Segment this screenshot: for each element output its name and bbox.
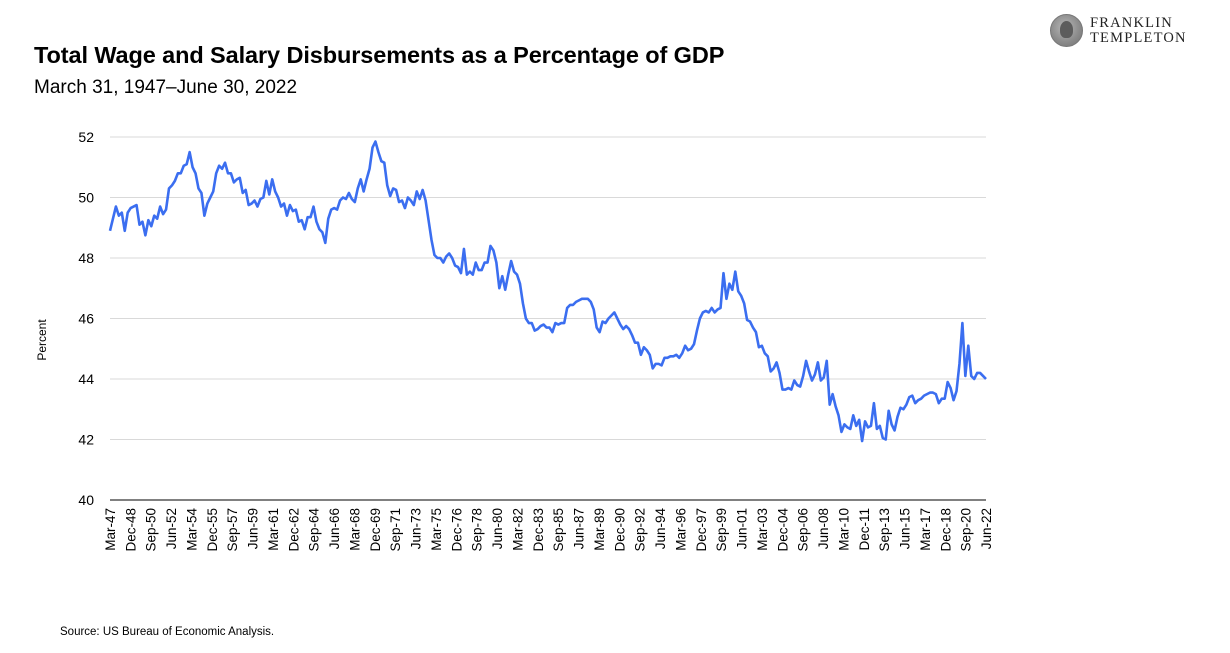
- gridlines: [110, 136, 986, 440]
- x-tick-label: Dec-55: [205, 508, 220, 552]
- x-tick-label: Mar-47: [103, 508, 118, 551]
- x-tick-label: Jun-94: [653, 508, 668, 550]
- x-tick-label: Sep-57: [225, 508, 240, 552]
- x-tick-label: Dec-76: [449, 508, 464, 552]
- source-note: Source: US Bureau of Economic Analysis.: [60, 626, 275, 638]
- x-tick-label: Jun-80: [490, 508, 505, 549]
- series-layer: [108, 140, 987, 443]
- x-tick-label: Mar-75: [429, 508, 444, 551]
- x-tick-label: Dec-83: [531, 508, 546, 552]
- x-tick-label: Mar-61: [266, 508, 281, 551]
- chart-subtitle: March 31, 1947–June 30, 2022: [34, 77, 298, 98]
- x-tick-label: Dec-18: [938, 508, 953, 552]
- x-tick-label: Sep-92: [633, 508, 648, 552]
- y-tick-label: 42: [78, 432, 94, 448]
- y-axis-tick-labels: 40 42 44 46 48 50 52: [78, 129, 94, 508]
- x-tick-label: Jun-73: [409, 508, 424, 549]
- x-tick-label: Sep-13: [877, 508, 892, 552]
- x-tick-label: Mar-68: [347, 508, 362, 551]
- x-axis-tick-labels: Mar-47 Dec-48 Sep-50 Jun-52 Mar-54 Dec-55 Sep-…: [103, 508, 994, 552]
- x-tick-label: Sep-50: [144, 508, 159, 552]
- x-tick-label: Dec-04: [775, 508, 790, 552]
- logo-line-2: TEMPLETON: [1090, 29, 1187, 46]
- x-tick-label: Mar-96: [673, 508, 688, 551]
- chart-title: Total Wage and Salary Disbursements as a…: [34, 42, 725, 68]
- series-line-wage-share: [108, 140, 987, 443]
- x-tick-label: Dec-11: [857, 508, 872, 551]
- x-tick-label: Jun-59: [246, 508, 261, 549]
- franklin-templeton-logo: FRANKLIN TEMPLETON: [1050, 14, 1187, 47]
- x-tick-label: Mar-17: [918, 508, 933, 551]
- y-tick-label: 50: [78, 190, 94, 206]
- logo-line-1: FRANKLIN: [1090, 14, 1173, 31]
- x-tick-label: Sep-78: [470, 508, 485, 552]
- x-tick-label: Dec-90: [612, 508, 627, 552]
- x-tick-label: Dec-62: [286, 508, 301, 552]
- x-tick-label: Sep-85: [551, 508, 566, 552]
- x-tick-label: Jun-15: [898, 508, 913, 549]
- x-tick-label: Dec-69: [368, 508, 383, 552]
- x-tick-label: Jun-66: [327, 508, 342, 549]
- logo-wordmark: FRANKLIN TEMPLETON: [1090, 14, 1187, 46]
- y-tick-label: 44: [78, 371, 94, 387]
- y-tick-label: 52: [78, 129, 94, 145]
- y-axis-label: Percent: [35, 319, 49, 361]
- x-tick-label: Sep-64: [307, 508, 322, 552]
- x-tick-label: Mar-54: [184, 508, 199, 551]
- x-tick-label: Dec-97: [694, 508, 709, 552]
- x-tick-label: Jun-01: [735, 508, 750, 549]
- x-tick-label: Sep-71: [388, 508, 403, 552]
- x-tick-label: Sep-20: [959, 508, 974, 552]
- x-tick-label: Mar-03: [755, 508, 770, 551]
- x-tick-label: Jun-08: [816, 508, 831, 549]
- x-tick-label: Jun-52: [164, 508, 179, 549]
- y-tick-label: 48: [78, 250, 94, 266]
- y-tick-label: 46: [78, 311, 94, 327]
- x-tick-label: Sep-06: [796, 508, 811, 552]
- x-tick-label: Mar-89: [592, 508, 607, 551]
- x-tick-label: Dec-48: [123, 508, 138, 552]
- x-tick-label: Mar-10: [836, 508, 851, 551]
- coin-portrait-icon: [1050, 14, 1083, 47]
- x-tick-label: Jun-22: [979, 508, 994, 549]
- x-tick-label: Jun-87: [572, 508, 587, 549]
- x-tick-label: Sep-99: [714, 508, 729, 552]
- x-tick-label: Mar-82: [510, 508, 525, 551]
- y-tick-label: 40: [78, 492, 94, 508]
